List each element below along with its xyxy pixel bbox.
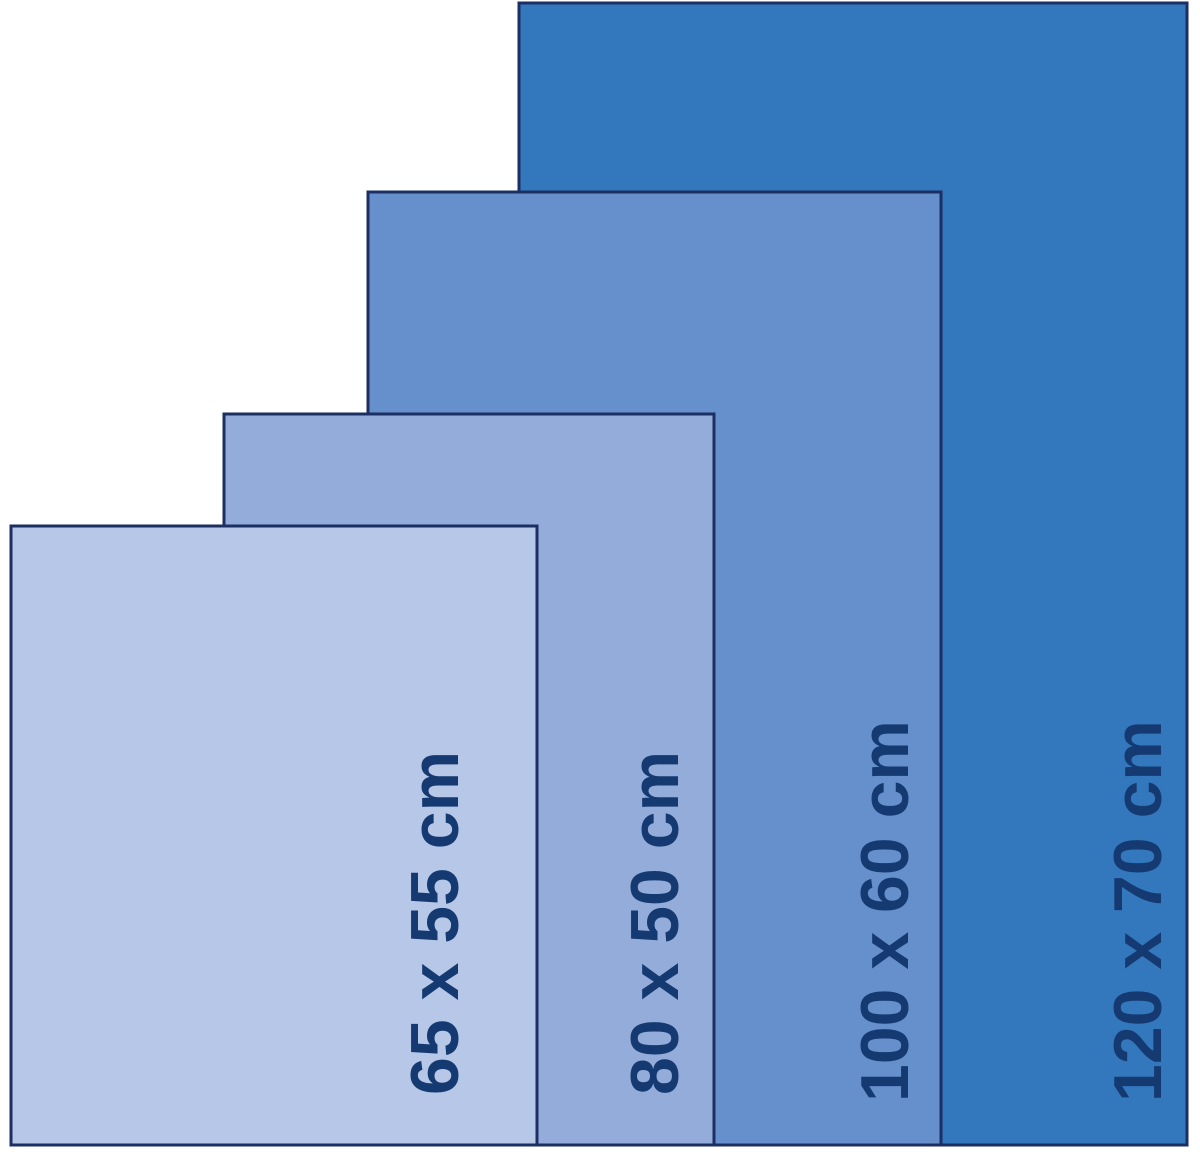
size-label: 65 x 55 cm [397,751,473,1095]
size-label: 80 x 50 cm [617,751,693,1095]
size-rect-65x55 [9,524,539,1147]
size-label: 100 x 60 cm [847,720,923,1102]
size-label: 120 x 70 cm [1100,720,1176,1102]
